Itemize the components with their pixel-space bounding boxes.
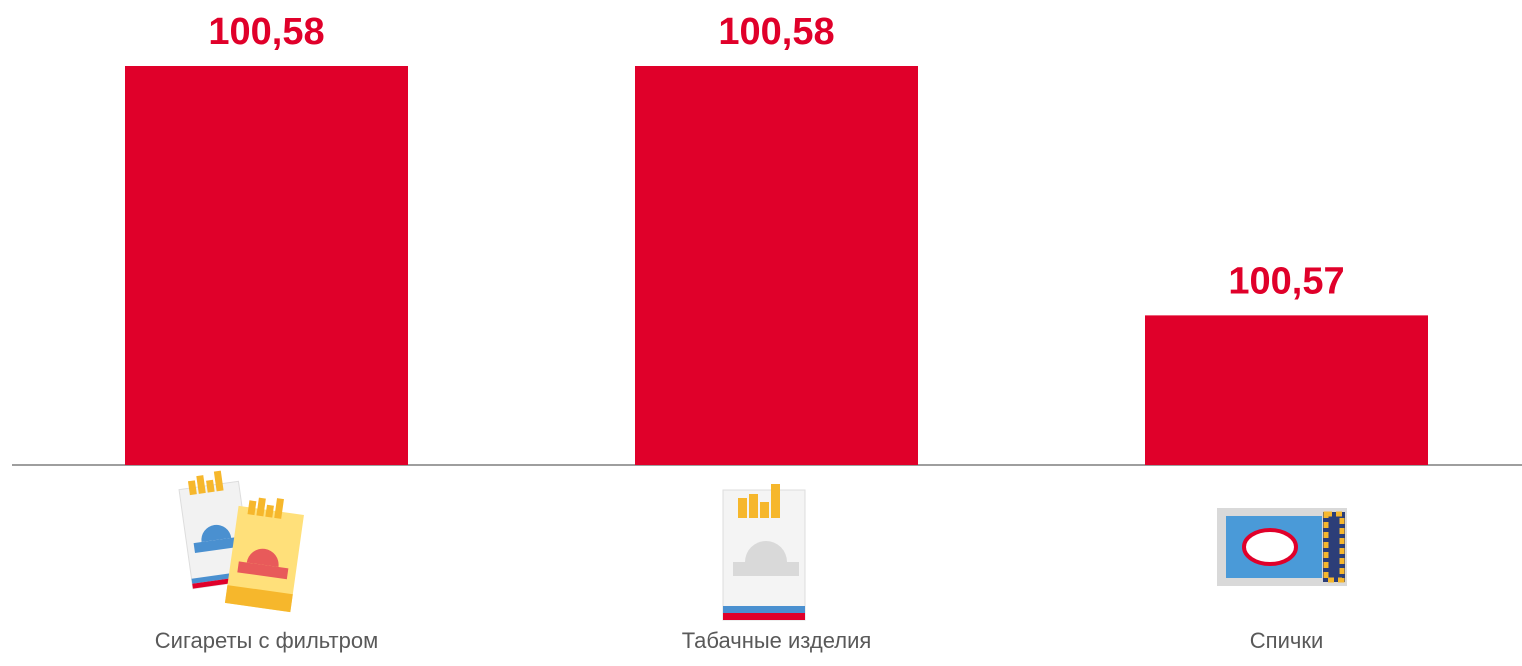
bar <box>635 66 918 465</box>
tobacco-icon <box>722 484 806 621</box>
value-label: 100,58 <box>208 11 324 53</box>
value-label: 100,58 <box>718 11 834 53</box>
x-tick-label: Табачные изделия <box>682 628 872 653</box>
matches-icon <box>1217 508 1347 586</box>
bar <box>1145 315 1428 465</box>
x-tick-label: Спички <box>1250 628 1323 653</box>
cigarettes-icon <box>178 470 304 613</box>
value-label: 100,57 <box>1228 260 1344 302</box>
bar <box>125 66 408 465</box>
x-tick-label: Сигареты с фильтром <box>155 628 378 653</box>
